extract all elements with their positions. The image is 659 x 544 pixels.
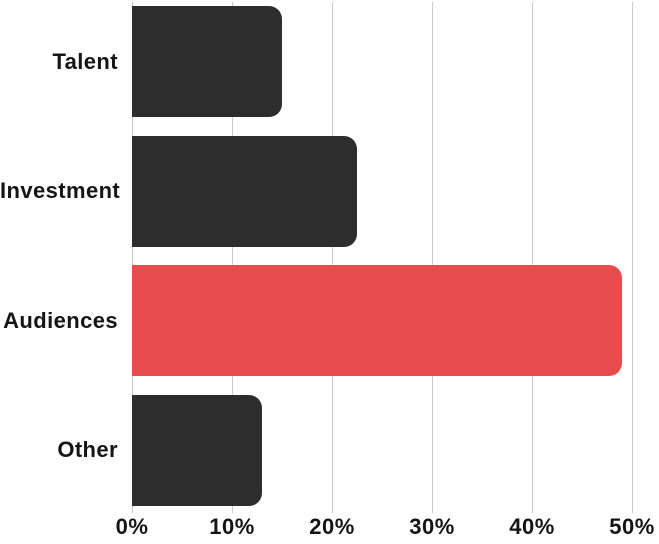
category-label-talent: Talent xyxy=(52,49,118,74)
plot-area xyxy=(132,0,659,514)
bar-investment xyxy=(132,136,357,247)
x-tick-label-20%: 20% xyxy=(309,514,355,539)
category-label-other: Other xyxy=(57,437,118,462)
gridline-30% xyxy=(432,2,433,513)
x-tick-label-0%: 0% xyxy=(115,514,149,539)
x-tick-label-30%: 30% xyxy=(409,514,455,539)
bar-other xyxy=(132,395,262,506)
bar-talent xyxy=(132,6,282,117)
category-label-investment: Investment xyxy=(0,178,121,203)
gridline-0% xyxy=(132,2,133,513)
x-tick-label-50%: 50% xyxy=(609,514,655,539)
gridline-40% xyxy=(532,2,533,513)
gridline-20% xyxy=(332,2,333,513)
category-label-audiences: Audiences xyxy=(3,308,118,333)
bar-audiences xyxy=(132,265,622,376)
x-tick-label-10%: 10% xyxy=(209,514,255,539)
x-tick-label-40%: 40% xyxy=(509,514,555,539)
gridline-50% xyxy=(632,2,633,513)
gridline-10% xyxy=(232,2,233,513)
